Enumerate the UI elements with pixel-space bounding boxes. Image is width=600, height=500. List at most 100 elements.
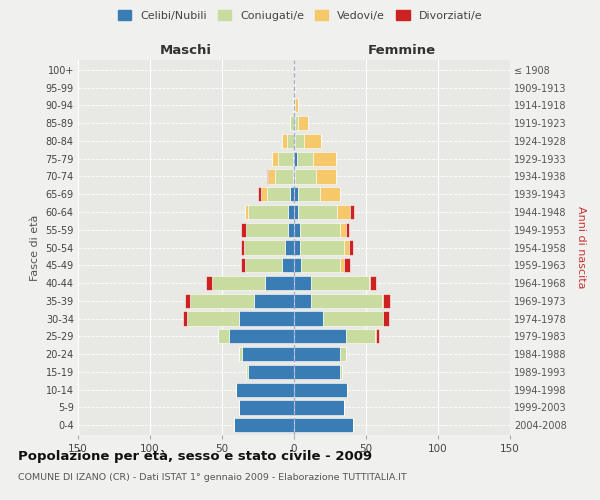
Bar — [272, 152, 278, 166]
Bar — [229, 330, 294, 344]
Bar — [241, 258, 245, 272]
Bar — [295, 170, 316, 183]
Bar — [247, 222, 288, 237]
Bar — [298, 116, 308, 130]
Bar — [297, 152, 313, 166]
Bar — [268, 170, 275, 183]
Bar — [300, 222, 340, 237]
Bar — [294, 330, 346, 344]
Bar — [248, 205, 288, 219]
Bar — [293, 98, 294, 112]
Bar — [344, 258, 350, 272]
Bar — [290, 187, 294, 202]
Bar — [245, 205, 248, 219]
Bar — [218, 330, 229, 344]
Bar — [206, 276, 212, 290]
Bar — [294, 170, 295, 183]
Bar — [323, 312, 383, 326]
Bar — [261, 187, 266, 202]
Bar — [383, 312, 389, 326]
Bar — [293, 152, 294, 166]
Bar — [185, 294, 190, 308]
Bar — [294, 418, 353, 432]
Bar — [294, 152, 297, 166]
Bar — [183, 312, 187, 326]
Bar — [346, 330, 374, 344]
Bar — [383, 294, 391, 308]
Bar — [266, 187, 290, 202]
Bar — [295, 116, 298, 130]
Bar — [349, 240, 353, 254]
Bar — [346, 222, 349, 237]
Bar — [187, 312, 239, 326]
Bar — [301, 258, 340, 272]
Bar — [239, 312, 294, 326]
Legend: Celibi/Nubili, Coniugati/e, Vedovi/e, Divorziati/e: Celibi/Nubili, Coniugati/e, Vedovi/e, Di… — [113, 6, 487, 25]
Bar — [340, 258, 344, 272]
Bar — [294, 205, 298, 219]
Bar — [283, 258, 294, 272]
Bar — [265, 276, 294, 290]
Bar — [294, 365, 340, 379]
Bar — [311, 294, 382, 308]
Y-axis label: Fasce di età: Fasce di età — [30, 214, 40, 280]
Bar — [288, 205, 294, 219]
Bar — [320, 187, 340, 202]
Bar — [254, 294, 294, 308]
Bar — [300, 240, 344, 254]
Bar — [316, 170, 336, 183]
Bar — [298, 205, 337, 219]
Bar — [247, 365, 248, 379]
Bar — [242, 347, 294, 361]
Bar — [294, 347, 340, 361]
Bar — [275, 170, 293, 183]
Bar — [283, 134, 287, 148]
Bar — [295, 134, 304, 148]
Bar — [311, 276, 369, 290]
Bar — [294, 80, 295, 94]
Bar — [382, 294, 383, 308]
Bar — [290, 116, 294, 130]
Bar — [294, 134, 295, 148]
Text: Maschi: Maschi — [160, 44, 212, 58]
Bar — [295, 98, 298, 112]
Bar — [236, 382, 294, 397]
Bar — [344, 240, 349, 254]
Bar — [294, 258, 301, 272]
Bar — [244, 240, 286, 254]
Bar — [374, 330, 376, 344]
Bar — [294, 312, 323, 326]
Bar — [294, 116, 295, 130]
Bar — [340, 347, 346, 361]
Bar — [350, 205, 355, 219]
Bar — [294, 382, 347, 397]
Bar — [288, 222, 294, 237]
Bar — [239, 400, 294, 414]
Bar — [294, 276, 311, 290]
Bar — [278, 152, 293, 166]
Bar — [376, 330, 379, 344]
Bar — [294, 240, 300, 254]
Bar — [294, 294, 311, 308]
Bar — [248, 365, 294, 379]
Text: COMUNE DI IZANO (CR) - Dati ISTAT 1° gennaio 2009 - Elaborazione TUTTITALIA.IT: COMUNE DI IZANO (CR) - Dati ISTAT 1° gen… — [18, 472, 407, 482]
Bar — [313, 152, 336, 166]
Bar — [245, 258, 283, 272]
Y-axis label: Anni di nascita: Anni di nascita — [577, 206, 586, 289]
Bar — [266, 170, 268, 183]
Bar — [212, 276, 265, 290]
Bar — [241, 240, 244, 254]
Bar — [337, 205, 350, 219]
Bar — [241, 222, 247, 237]
Bar — [286, 240, 294, 254]
Bar — [287, 134, 294, 148]
Bar — [370, 276, 376, 290]
Bar — [233, 418, 294, 432]
Bar — [340, 222, 346, 237]
Bar — [293, 170, 294, 183]
Bar — [294, 98, 295, 112]
Text: Popolazione per età, sesso e stato civile - 2009: Popolazione per età, sesso e stato civil… — [18, 450, 372, 463]
Bar — [294, 187, 298, 202]
Bar — [369, 276, 370, 290]
Text: Femmine: Femmine — [368, 44, 436, 58]
